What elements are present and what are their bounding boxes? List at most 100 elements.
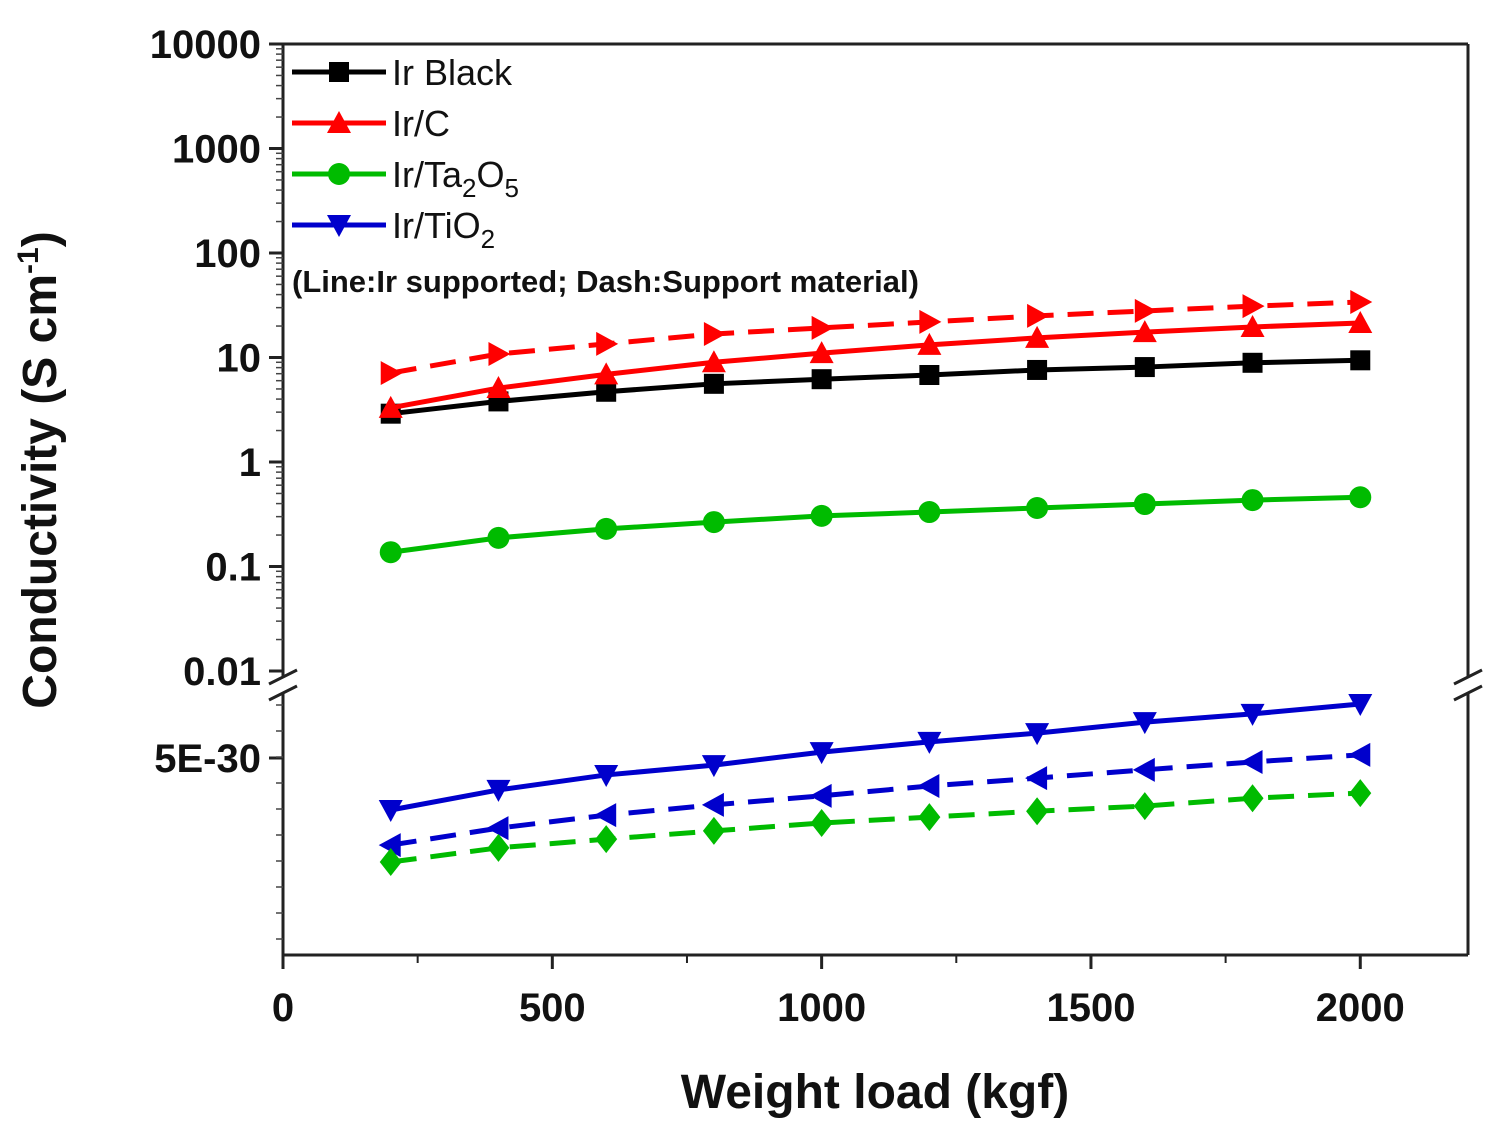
x-axis-label: Weight load (kgf) xyxy=(681,1066,1069,1119)
triangle-down-marker xyxy=(1025,723,1050,746)
diamond-marker xyxy=(1133,792,1156,821)
legend-label-text: Ir/Ta xyxy=(392,154,463,195)
series-line xyxy=(390,790,1361,865)
legend-label: Ir/TiO2 xyxy=(392,205,495,254)
triangle-down-marker xyxy=(1348,694,1373,717)
y-tick-label: 0.1 xyxy=(205,546,261,590)
series-ir-tio2 xyxy=(378,694,1373,823)
square-marker xyxy=(1134,357,1155,378)
square-marker xyxy=(811,369,832,390)
triangle-up-marker xyxy=(1240,314,1265,337)
series-line xyxy=(390,357,1361,417)
square-marker xyxy=(919,365,940,386)
triangle-right-marker xyxy=(1134,298,1157,323)
x-tick-label: 2000 xyxy=(1316,986,1405,1030)
y-tick-label: 10000 xyxy=(150,23,261,67)
diamond-marker xyxy=(1349,779,1372,808)
axis-break-mark xyxy=(1453,668,1483,686)
series-line xyxy=(390,299,1361,376)
y-tick-label: 100 xyxy=(194,232,261,276)
triangle-left-marker xyxy=(378,833,401,858)
circle-marker xyxy=(810,504,833,527)
legend-label: Ir/C xyxy=(392,103,450,144)
x-tick-label: 0 xyxy=(272,986,294,1030)
y-axis-label: Conductivity (S cm-1) xyxy=(12,231,67,708)
legend-label: Ir Black xyxy=(392,52,513,93)
diamond-marker xyxy=(702,816,725,845)
triangle-right-marker xyxy=(1350,289,1373,314)
triangle-down-marker xyxy=(486,779,511,802)
y-tick-label: 0.01 xyxy=(183,650,261,694)
triangle-up-marker xyxy=(809,341,834,364)
legend-label-subscript: 5 xyxy=(505,173,519,203)
triangle-left-marker xyxy=(1025,766,1048,791)
triangle-left-marker xyxy=(809,783,832,808)
series-ir-ta2o5 xyxy=(379,486,1372,564)
square-marker xyxy=(329,62,349,82)
triangle-right-marker xyxy=(380,361,403,386)
triangle-right-marker xyxy=(596,331,619,356)
series-line xyxy=(390,320,1361,411)
square-marker xyxy=(1350,350,1371,371)
diamond-marker xyxy=(1241,784,1264,813)
triangle-down-marker xyxy=(1132,712,1157,735)
x-tick-label: 1500 xyxy=(1046,986,1135,1030)
y-axis-label-main: Conductivity (S cm xyxy=(14,274,67,709)
triangle-right-marker xyxy=(1027,303,1050,328)
legend-item: Ir/C xyxy=(292,103,450,144)
triangle-down-marker xyxy=(1240,703,1265,726)
triangle-up-marker xyxy=(701,350,726,373)
circle-marker xyxy=(1026,496,1049,519)
x-tick-label: 1000 xyxy=(777,986,866,1030)
diamond-marker xyxy=(810,809,833,838)
legend-label: Ir/Ta2O5 xyxy=(392,154,519,203)
series-line xyxy=(390,494,1361,555)
series-line xyxy=(390,752,1361,848)
triangle-right-marker xyxy=(811,315,834,340)
triangle-left-marker xyxy=(1132,757,1155,782)
circle-marker xyxy=(702,511,725,534)
triangle-left-marker xyxy=(917,773,940,798)
triangle-up-marker xyxy=(486,376,511,399)
diamond-marker xyxy=(595,825,618,854)
diamond-marker xyxy=(379,848,402,877)
series-support-2 xyxy=(380,289,1373,386)
square-marker xyxy=(1242,352,1263,373)
square-marker xyxy=(596,381,617,402)
triangle-up-marker xyxy=(1348,310,1373,333)
diamond-marker xyxy=(1026,797,1049,826)
square-marker xyxy=(703,373,724,394)
diamond-marker xyxy=(487,833,510,862)
circle-marker xyxy=(379,541,402,564)
triangle-right-marker xyxy=(1242,294,1265,319)
legend-label-text: Ir/TiO xyxy=(392,205,481,246)
circle-marker xyxy=(1349,486,1372,509)
axis-ticks: 0 500 1000 1500 2000 10000 1000 100 10 1 0.1 0.01 5E… xyxy=(150,23,1405,1030)
triangle-right-marker xyxy=(919,309,942,334)
triangle-down-marker xyxy=(917,731,942,754)
series-line xyxy=(390,701,1361,813)
series-marks xyxy=(378,289,1373,877)
y-tick-label: 5E-30 xyxy=(154,737,261,781)
circle-marker xyxy=(1241,489,1264,512)
axis-break-mark xyxy=(268,684,298,702)
y-tick-label: 10 xyxy=(217,337,262,381)
x-tick-label: 500 xyxy=(519,986,586,1030)
circle-marker xyxy=(918,501,941,524)
series-ir-black xyxy=(380,350,1371,424)
diamond-marker xyxy=(918,803,941,832)
square-marker xyxy=(1027,359,1048,380)
triangle-up-marker xyxy=(327,111,351,133)
legend-item: Ir/TiO2 xyxy=(292,205,495,254)
axis-break-mark xyxy=(268,668,298,686)
triangle-up-marker xyxy=(594,362,619,385)
triangle-down-marker xyxy=(378,800,403,823)
y-tick-label: 1 xyxy=(239,441,261,485)
y-axis-label-sup: -1 xyxy=(12,247,45,274)
legend-label-subscript: 2 xyxy=(462,173,476,203)
triangle-up-marker xyxy=(1025,325,1050,348)
circle-marker xyxy=(487,526,510,549)
axis-break-mark xyxy=(1453,684,1483,702)
